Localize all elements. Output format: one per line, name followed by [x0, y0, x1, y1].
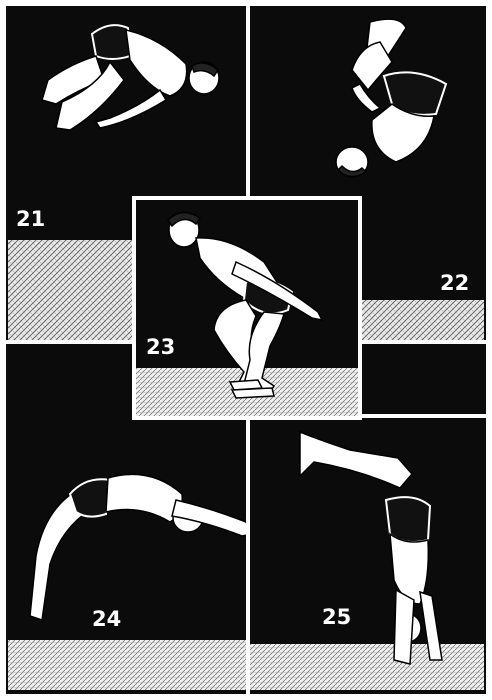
floor-hatching — [8, 240, 132, 340]
panel-25: 25 — [250, 418, 484, 690]
floor-hatching — [8, 640, 246, 690]
panel-number-21: 21 — [16, 207, 45, 231]
floor-hatching — [250, 644, 484, 690]
panel-number-24: 24 — [92, 607, 121, 631]
panel-number-25: 25 — [322, 605, 351, 629]
floor-hatching — [362, 300, 484, 340]
back-arch-figure — [29, 473, 254, 621]
panel-number-23: 23 — [146, 335, 175, 359]
panel-divider — [246, 414, 486, 418]
handstand-arch-figure — [299, 430, 443, 665]
panel-number-22: 22 — [440, 271, 469, 295]
panel-22: 22 — [250, 8, 484, 340]
inverted-tuck-figure — [335, 18, 448, 178]
panel-23: 23 — [132, 196, 362, 420]
crouch-takeoff-figure — [167, 211, 324, 399]
tuck-somersault-figure — [41, 24, 220, 131]
